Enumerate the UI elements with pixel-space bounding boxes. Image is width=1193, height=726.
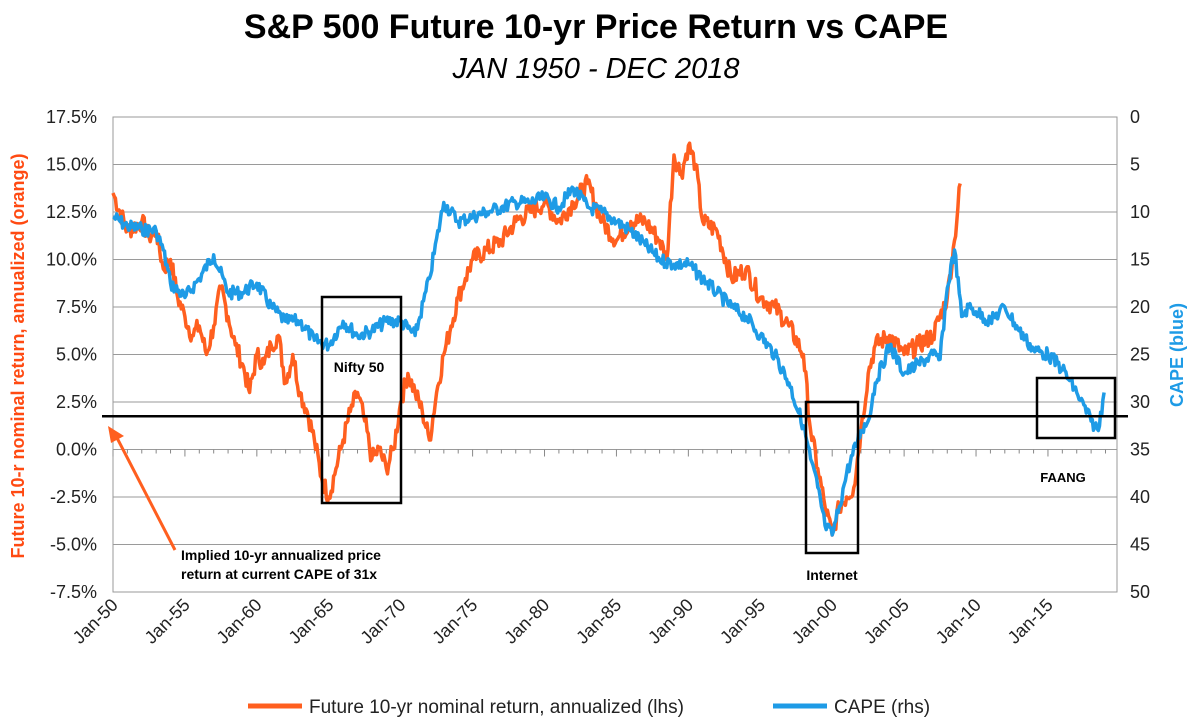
faang-box xyxy=(1035,376,1117,440)
left-tick-label: -2.5% xyxy=(50,487,97,507)
x-tick-label: Jan-85 xyxy=(572,595,625,648)
right-tick-label: 10 xyxy=(1130,202,1150,222)
right-tick-label: 45 xyxy=(1130,535,1150,555)
x-tick-label: Jan-95 xyxy=(716,595,769,648)
right-tick-label: 35 xyxy=(1130,440,1150,460)
x-tick-label: Jan-60 xyxy=(213,595,266,648)
implied-arrow xyxy=(113,433,177,551)
right-tick-label: 0 xyxy=(1130,107,1140,127)
internet-label: Internet xyxy=(806,567,858,583)
left-axis-ticks: 17.5% 15.0% 12.5% 10.0% 7.5% 5.0% 2.5% 0.0% -2.5… xyxy=(46,107,97,602)
left-tick-label: -7.5% xyxy=(50,582,97,602)
left-tick-label: 17.5% xyxy=(46,107,97,127)
internet-box xyxy=(804,400,860,555)
faang-label: FAANG xyxy=(1040,470,1086,485)
right-tick-label: 5 xyxy=(1130,155,1140,175)
right-tick-label: 40 xyxy=(1130,487,1150,507)
series-line-future-return xyxy=(111,141,962,537)
left-tick-label: 15.0% xyxy=(46,155,97,175)
right-tick-label: 50 xyxy=(1130,582,1150,602)
series-line-cape xyxy=(112,185,1106,537)
left-axis-title: Future 10-r nominal return, annualized (… xyxy=(8,153,28,558)
implied-note-line2: return at current CAPE of 31x xyxy=(181,566,377,582)
x-tick-label: Jan-10 xyxy=(932,595,985,648)
x-tick-label: Jan-05 xyxy=(860,595,913,648)
implied-note-line1: Implied 10-yr annualized price xyxy=(181,547,381,563)
x-tick-label: Jan-90 xyxy=(644,595,697,648)
x-tick-label: Jan-70 xyxy=(356,595,409,648)
legend: Future 10-yr nominal return, annualized … xyxy=(248,697,930,718)
x-axis-ticks xyxy=(112,449,1117,457)
x-axis-labels: Jan-50 Jan-55 Jan-60 Jan-65 Jan-70 Jan-75 Jan-… xyxy=(69,595,1057,648)
nifty50-box xyxy=(320,295,403,505)
x-tick-label: Jan-50 xyxy=(69,595,122,648)
left-tick-label: 2.5% xyxy=(56,392,97,412)
right-tick-label: 30 xyxy=(1130,392,1150,412)
right-tick-label: 20 xyxy=(1130,297,1150,317)
right-axis-ticks: 0 5 10 15 20 25 30 35 40 45 50 xyxy=(1130,107,1150,602)
right-axis-title: CAPE (blue) xyxy=(1167,303,1187,407)
x-tick-label: Jan-15 xyxy=(1004,595,1057,648)
nifty50-label: Nifty 50 xyxy=(334,359,385,375)
right-tick-label: 15 xyxy=(1130,250,1150,270)
x-tick-label: Jan-55 xyxy=(141,595,194,648)
x-tick-label: Jan-00 xyxy=(788,595,841,648)
chart-subtitle: JAN 1950 - DEC 2018 xyxy=(452,53,740,85)
left-tick-label: 10.0% xyxy=(46,250,97,270)
left-tick-label: 7.5% xyxy=(56,297,97,317)
legend-label-cape: CAPE (rhs) xyxy=(834,697,930,718)
legend-label-return: Future 10-yr nominal return, annualized … xyxy=(309,697,684,718)
x-tick-label: Jan-75 xyxy=(428,595,481,648)
left-tick-label: 5.0% xyxy=(56,345,97,365)
chart-title: S&P 500 Future 10-yr Price Return vs CAP… xyxy=(244,8,948,46)
left-tick-label: 12.5% xyxy=(46,202,97,222)
implied-arrow-head xyxy=(108,426,124,443)
left-tick-label: -5.0% xyxy=(50,535,97,555)
x-tick-label: Jan-65 xyxy=(285,595,338,648)
left-tick-label: 0.0% xyxy=(56,440,97,460)
x-tick-label: Jan-80 xyxy=(500,595,553,648)
right-tick-label: 25 xyxy=(1130,345,1150,365)
